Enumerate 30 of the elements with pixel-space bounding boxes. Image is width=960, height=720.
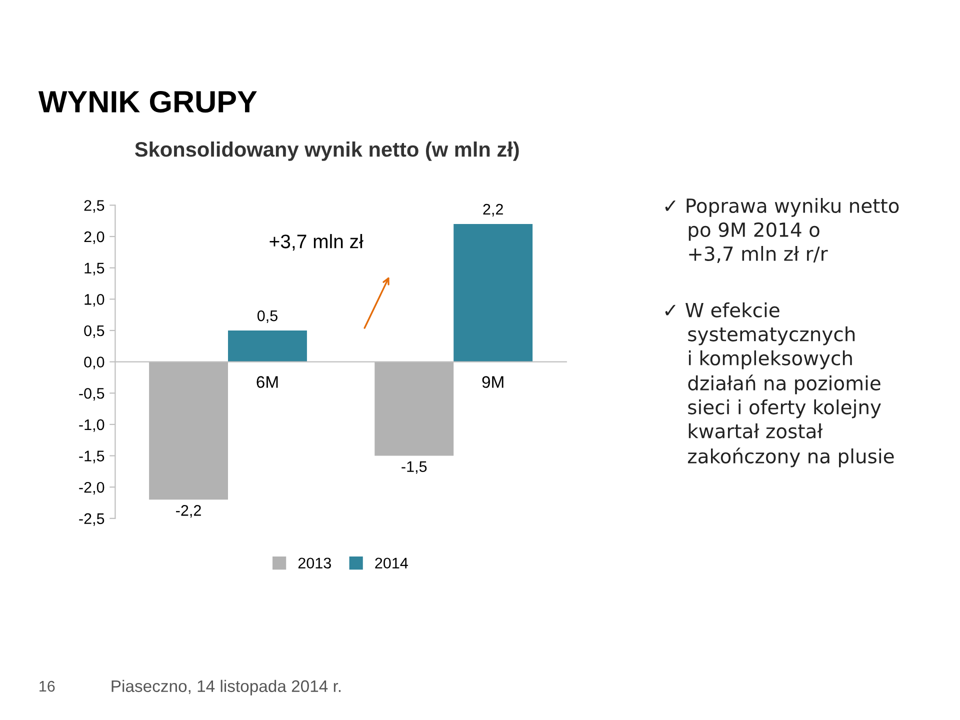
y-tick-label: 2,0 bbox=[84, 231, 104, 244]
bar bbox=[454, 224, 533, 362]
y-tick-label: -1,5 bbox=[79, 450, 104, 464]
chart-title: WYNIK GRUPY bbox=[38, 90, 257, 113]
y-tick-label: -2,0 bbox=[79, 482, 104, 495]
text: 16 bbox=[40, 680, 55, 692]
legend-label: 2014 bbox=[375, 558, 408, 569]
bar bbox=[149, 362, 228, 500]
data-label: 0,5 bbox=[257, 310, 278, 323]
y-tick-label: -0,5 bbox=[79, 388, 104, 401]
y-tick-label: 0,5 bbox=[84, 325, 104, 338]
x-tick-label: 9M bbox=[482, 376, 504, 388]
y-tick-label: 0,0 bbox=[84, 356, 104, 370]
annotation: +3,7 mln zł bbox=[270, 234, 364, 251]
data-label: -2,2 bbox=[176, 505, 201, 518]
x-tick-label: 6M bbox=[256, 376, 278, 388]
y-tick-label: -1,0 bbox=[79, 419, 104, 432]
text: ✓ Poprawa wyniku netto po 9M 2014 o +3,7 mln zł r/r bbox=[665, 198, 899, 264]
text: ✓ W efekcie systematycznych i kompleksowych działań na poziomie sieci i oferty kolejny kwartał został zakończony na plusie bbox=[665, 302, 894, 468]
y-tick-label: -2,5 bbox=[79, 513, 104, 526]
chart-subtitle: Skonsolidowany wynik netto (w mln zł) bbox=[135, 141, 519, 161]
data-label: -1,5 bbox=[402, 461, 427, 474]
y-tick-label: 2,5 bbox=[84, 200, 104, 213]
y-tick-label: 1,5 bbox=[84, 262, 104, 276]
data-label: 2,2 bbox=[483, 204, 503, 217]
bar bbox=[228, 330, 307, 362]
text: Piaseczno, 14 listopada 2014 r. bbox=[112, 680, 341, 696]
legend-label: 2013 bbox=[298, 558, 331, 569]
y-tick-label: 1,0 bbox=[84, 294, 104, 307]
bar bbox=[374, 362, 454, 456]
